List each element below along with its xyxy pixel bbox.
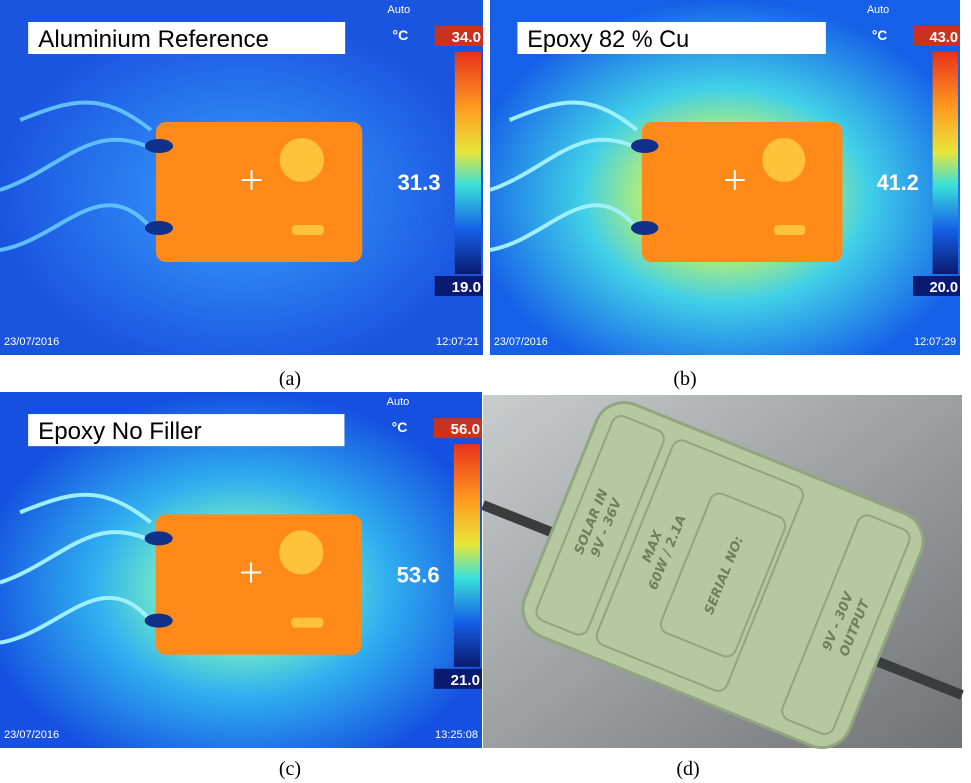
- label: Aluminium Reference: [38, 26, 269, 53]
- min-temp: 21.0: [451, 672, 480, 689]
- thermal-image: Epoxy 82 % Cu Auto °C 43.0 20.0 41.2 23/07/201…: [490, 0, 960, 355]
- slot: [292, 225, 324, 235]
- slot: [774, 225, 805, 235]
- label: Epoxy No Filler: [38, 418, 201, 445]
- thermal-image: Aluminium Reference Auto °C 34.0 19.0 31.3 23/…: [0, 0, 483, 355]
- mode: Auto: [387, 4, 410, 16]
- label: Epoxy 82 % Cu: [527, 26, 689, 53]
- connector: [145, 614, 173, 628]
- colorbar: [933, 52, 958, 274]
- thermal-image: Epoxy No Filler Auto °C 56.0 21.0 53.6 23/07/2…: [0, 392, 482, 748]
- min-temp: 19.0: [452, 279, 481, 296]
- screw: [279, 530, 323, 574]
- max-temp: 56.0: [451, 421, 480, 438]
- spot-temp: 31.3: [397, 170, 440, 195]
- connector: [145, 221, 173, 235]
- colorbar: [454, 444, 480, 667]
- max-temp: 34.0: [452, 29, 481, 46]
- caption: (d): [676, 758, 699, 780]
- time: 12:07:21: [436, 336, 479, 348]
- unit: °C: [872, 27, 887, 43]
- connector: [145, 139, 173, 153]
- product-photo: SOLAR IN 9V - 36V MAX 60W / 2.1A SERIAL …: [483, 394, 962, 757]
- caption: (c): [279, 758, 301, 780]
- screw: [762, 138, 805, 182]
- connector: [631, 139, 658, 153]
- time: 13:25:08: [435, 729, 478, 741]
- min-temp: 20.0: [929, 280, 958, 296]
- screw: [280, 138, 324, 182]
- max-temp: 43.0: [929, 30, 958, 46]
- connector: [631, 221, 658, 235]
- device: [156, 122, 362, 262]
- device: [156, 514, 362, 654]
- unit: °C: [392, 419, 408, 435]
- mode: Auto: [387, 396, 410, 408]
- date: 23/07/2016: [494, 336, 548, 348]
- mode: Auto: [867, 4, 889, 16]
- slot: [291, 618, 323, 628]
- date: 23/07/2016: [4, 336, 59, 348]
- unit: °C: [392, 27, 408, 43]
- time: 12:07:29: [914, 336, 956, 348]
- colorbar: [455, 52, 481, 274]
- device: [642, 122, 843, 262]
- figure: SOLAR IN 9V - 36V MAX 60W / 2.1A SERIAL …: [0, 0, 971, 783]
- caption: (a): [279, 368, 301, 390]
- connector: [145, 531, 173, 545]
- date: 23/07/2016: [4, 729, 59, 741]
- caption: (b): [673, 368, 696, 390]
- spot-temp: 53.6: [397, 563, 440, 588]
- spot-temp: 41.2: [877, 170, 919, 195]
